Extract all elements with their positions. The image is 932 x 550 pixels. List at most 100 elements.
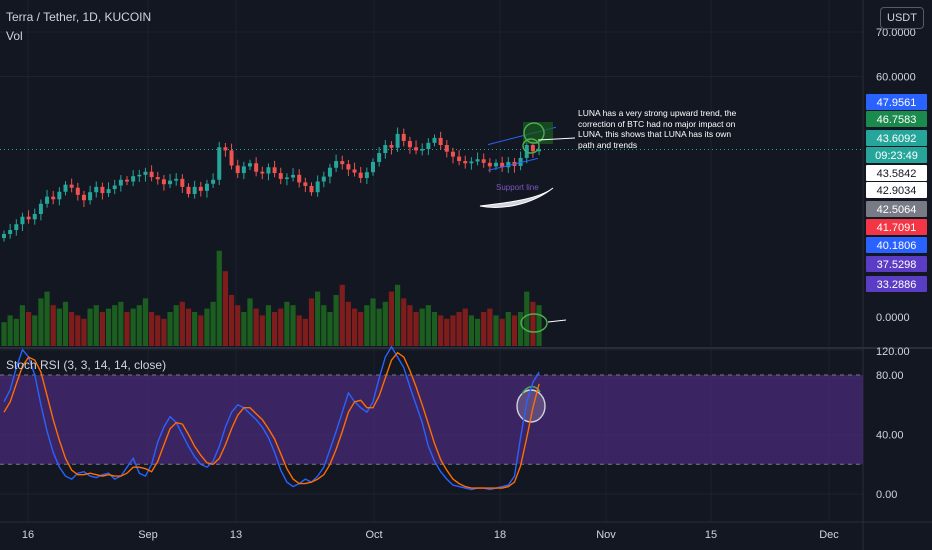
candle-body: [14, 224, 19, 231]
volume-bar: [44, 291, 50, 346]
price-tag-bg: [866, 276, 927, 292]
volume-bar: [450, 315, 456, 346]
volume-bar: [7, 315, 13, 346]
candle-body: [358, 172, 363, 178]
candle-body: [395, 133, 400, 148]
candle-body: [94, 186, 99, 193]
candle-body: [223, 147, 228, 151]
candle-body: [211, 179, 216, 184]
candle-body: [309, 185, 314, 193]
candle-body: [432, 137, 437, 143]
candle-body: [69, 184, 74, 188]
volume-bar: [93, 305, 99, 346]
volume-bar: [462, 308, 468, 346]
candle-body: [291, 174, 296, 178]
price-tag-bg: [866, 94, 927, 110]
volume-label[interactable]: Vol: [6, 29, 23, 43]
candle-body: [444, 145, 449, 152]
candle-body: [475, 159, 480, 162]
candle-body: [327, 167, 332, 177]
volume-bar: [481, 312, 487, 346]
time-axis-label: 13: [230, 529, 242, 541]
volume-bar: [19, 305, 26, 346]
candle-body: [51, 196, 56, 200]
volume-bar: [118, 301, 124, 346]
price-tag-text: 43.5842: [877, 168, 917, 180]
volume-bar: [253, 308, 259, 346]
stoch-k-line: [3, 345, 540, 491]
stoch-axis-label: 40.00: [876, 430, 904, 442]
price-tag-text: 43.6092: [877, 133, 917, 145]
candle-body: [506, 161, 511, 168]
candle-body: [106, 189, 111, 194]
time-axis-label: 18: [494, 529, 506, 541]
volume-bar: [192, 312, 198, 346]
candle-body: [469, 161, 474, 164]
candle-body: [481, 159, 486, 163]
volume-bar: [62, 301, 69, 346]
candle-body: [26, 216, 31, 220]
candle-body: [463, 161, 468, 164]
candle-body: [180, 178, 185, 187]
volume-bar: [327, 312, 333, 346]
volume-bar: [1, 322, 7, 346]
candle-body: [401, 133, 406, 142]
volume-bar: [315, 291, 321, 346]
volume-bar: [56, 308, 62, 346]
volume-bar: [395, 284, 401, 346]
candle-body: [118, 179, 123, 186]
candle-body: [334, 161, 339, 168]
price-tag: 47.9561: [866, 94, 927, 110]
chart-title[interactable]: Terra / Tether, 1D, KUCOIN: [6, 10, 152, 24]
candle-body: [63, 184, 68, 192]
volume-bar: [339, 284, 345, 346]
volume-bar: [388, 291, 395, 346]
time-axis: 16 Sep 13 Oct 18 Nov 15 Dec: [22, 529, 839, 541]
price-tag-text: 33.2886: [877, 279, 917, 291]
volume-bar: [222, 271, 228, 346]
currency-button[interactable]: USDT: [880, 7, 924, 29]
volume-bar: [419, 308, 425, 346]
candle-body: [81, 194, 86, 201]
volume-bar: [382, 301, 388, 346]
price-tag-bg: [866, 237, 927, 253]
candle-body: [346, 164, 351, 170]
price-tag: 42.5064: [866, 201, 927, 217]
volume-bar: [358, 312, 364, 346]
candle-body: [272, 167, 277, 174]
candle-body: [155, 177, 160, 180]
volume-bar: [296, 315, 302, 346]
volume-bar: [505, 312, 511, 346]
candle-body: [45, 196, 50, 204]
support-curve: [479, 187, 554, 208]
candle-body: [426, 142, 431, 150]
price-tag-bg: [866, 256, 927, 272]
volume-bars: [1, 250, 542, 346]
channel-lower-line: [487, 157, 539, 171]
candle-body: [377, 153, 382, 162]
candle-body: [112, 185, 117, 190]
stoch-axis-label: 0.00: [876, 489, 897, 501]
candle-body: [217, 147, 222, 180]
time-axis-label: Sep: [138, 529, 158, 541]
price-tag-text: 40.1806: [877, 240, 917, 252]
volume-bar: [376, 308, 382, 346]
volume-bar: [321, 305, 327, 346]
stoch-rsi-lines: [3, 345, 540, 491]
candle-body: [161, 179, 166, 185]
time-axis-label: 16: [22, 529, 34, 541]
candle-body: [530, 145, 535, 152]
volume-bar: [518, 312, 524, 346]
volume-bar: [333, 295, 339, 346]
volume-bar: [228, 295, 235, 346]
candle-body: [284, 177, 289, 180]
stoch-rsi-label[interactable]: Stoch RSI (3, 3, 14, 14, close): [6, 358, 167, 372]
support-line-label: Support line: [496, 183, 539, 192]
volume-bar: [278, 308, 284, 346]
candle-body: [38, 203, 43, 215]
volume-bar: [216, 250, 222, 346]
volume-bar: [204, 308, 210, 346]
candle-body: [450, 151, 455, 157]
candle-body: [2, 234, 6, 239]
